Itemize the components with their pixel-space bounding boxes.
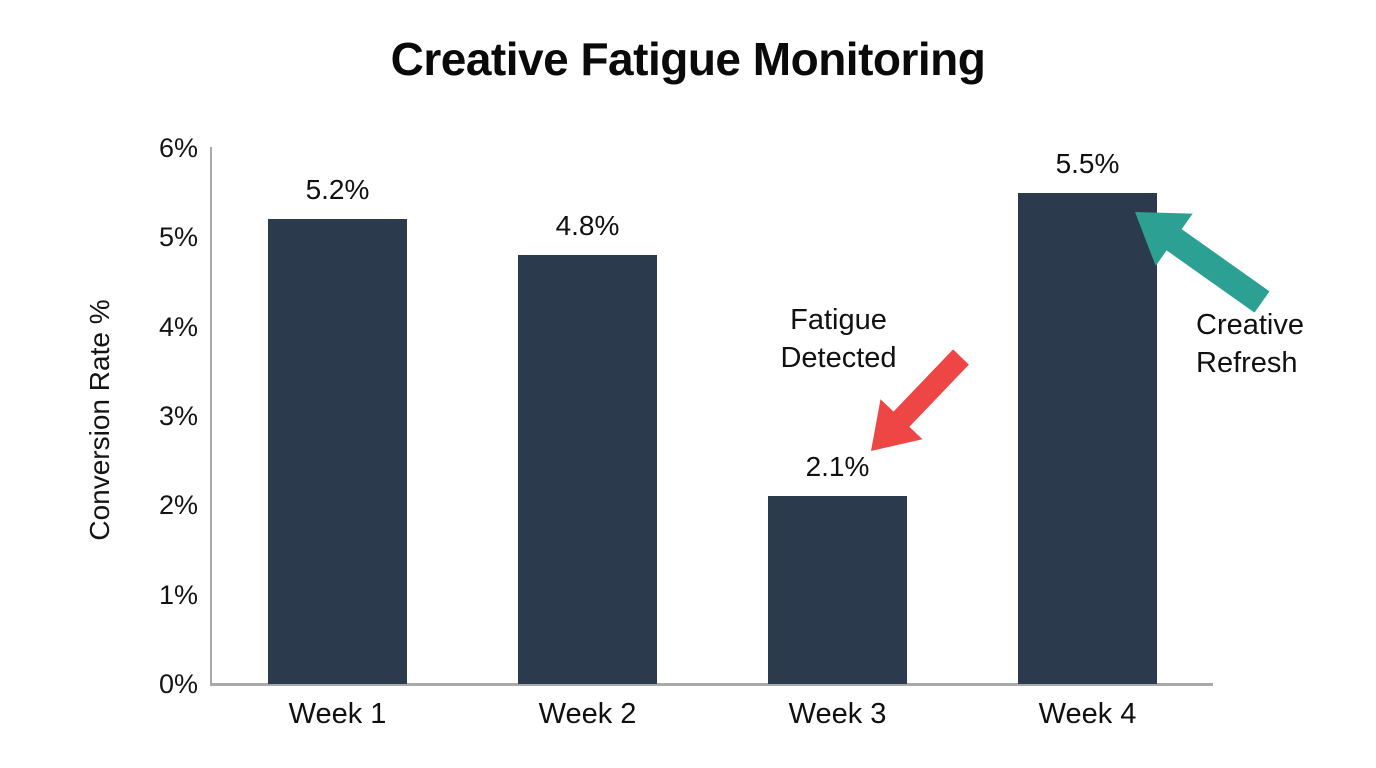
annotation-line: Refresh xyxy=(1196,347,1298,379)
fatigue-detected-annotation: Fatigue Detected xyxy=(740,301,937,377)
creative-refresh-annotation: Creative Refresh xyxy=(1196,306,1376,382)
bar-week-1 xyxy=(268,219,407,684)
bar-week-3 xyxy=(768,496,907,684)
x-tick-label-week-2: Week 2 xyxy=(538,698,637,730)
y-tick-label: 5% xyxy=(158,222,198,253)
annotation-line: Fatigue xyxy=(790,304,887,336)
x-tick-label-week-3: Week 3 xyxy=(788,698,887,730)
x-axis-line xyxy=(210,683,1213,686)
y-tick-label: 3% xyxy=(158,401,198,431)
bar-value-label-week-3: 2.1% xyxy=(805,451,870,483)
y-tick-label: 2% xyxy=(158,490,198,521)
bar-week-2 xyxy=(518,255,657,684)
chart-title: Creative Fatigue Monitoring xyxy=(390,33,986,85)
annotation-line: Detected xyxy=(780,342,897,374)
bar-value-label-week-1: 5.2% xyxy=(305,174,370,206)
y-tick-label: 4% xyxy=(158,311,198,342)
bar-week-4 xyxy=(1018,192,1157,684)
annotation-line: Creative xyxy=(1196,309,1304,341)
y-axis-line xyxy=(210,147,212,685)
bar-value-label-week-4: 5.5% xyxy=(1055,147,1120,179)
y-axis-title: Conversion Rate % xyxy=(84,299,115,541)
x-tick-label-week-1: Week 1 xyxy=(288,698,387,730)
y-tick-label: 1% xyxy=(158,579,198,610)
y-tick-label: 0% xyxy=(158,669,198,699)
bar-value-label-week-2: 4.8% xyxy=(555,210,620,242)
y-tick-label: 6% xyxy=(158,133,198,163)
x-tick-label-week-4: Week 4 xyxy=(1038,698,1137,730)
